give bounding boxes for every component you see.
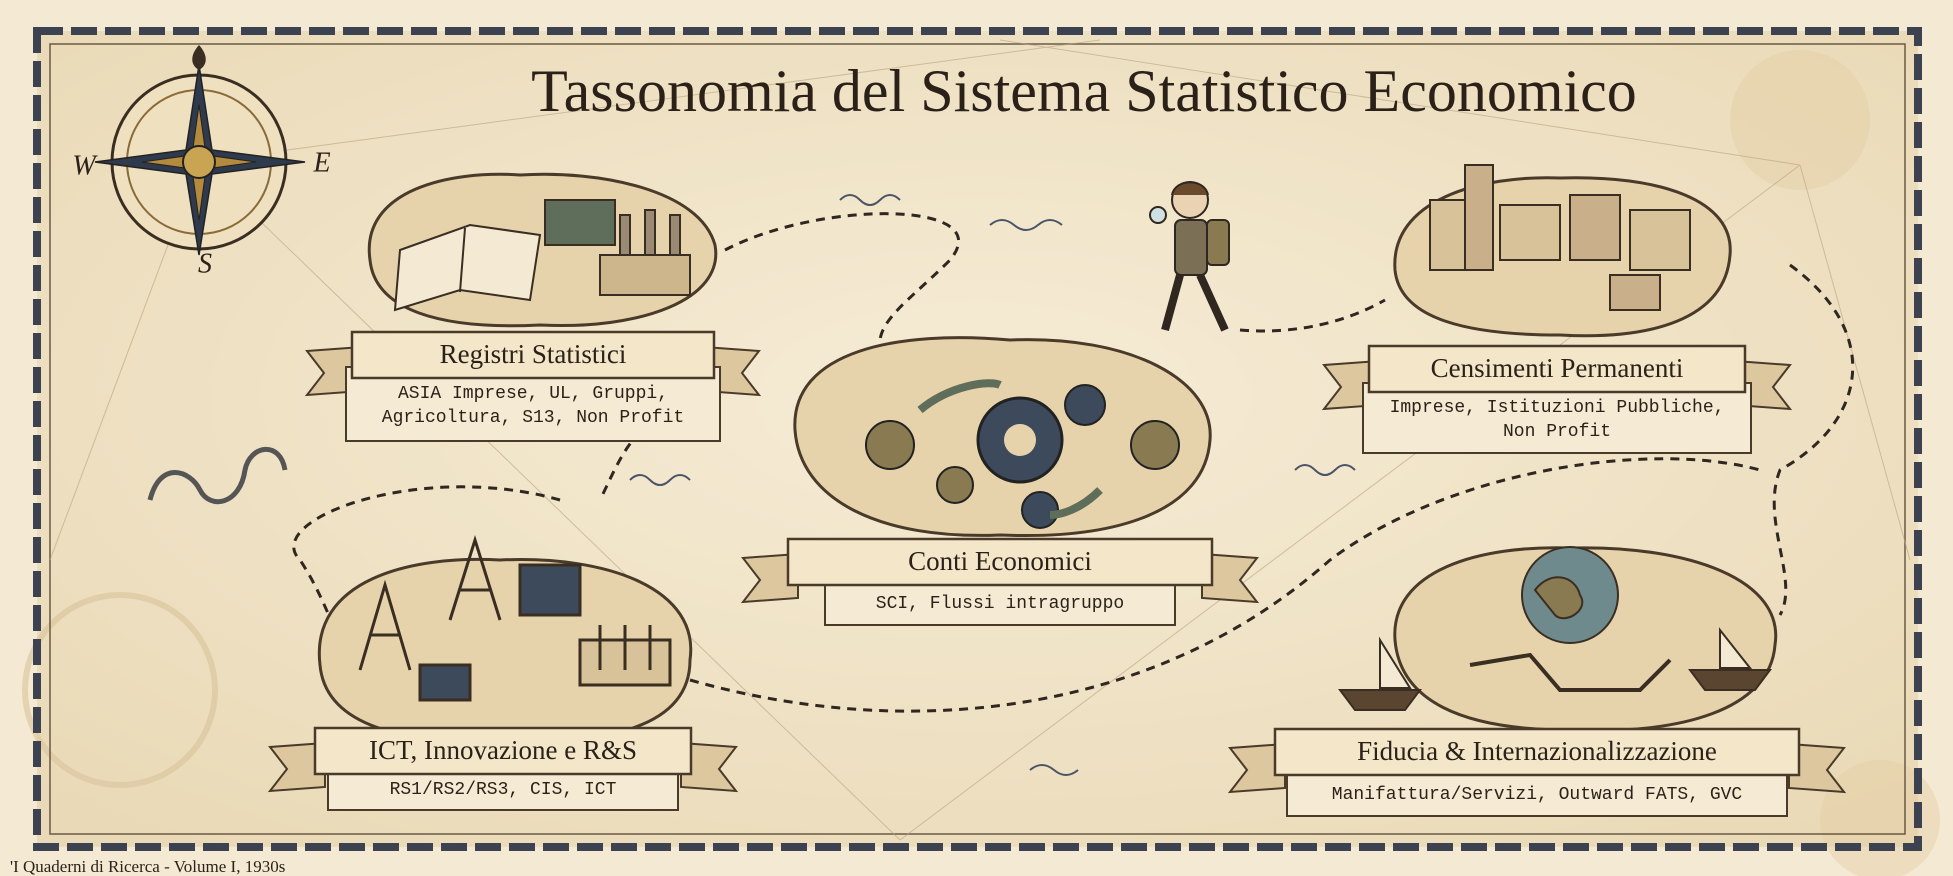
node-description: Non Profit <box>1503 422 1611 442</box>
stain <box>1730 50 1870 190</box>
title: Tassonomia del Sistema Statistico Econom… <box>531 58 1637 124</box>
node-label: Fiducia & Internazionalizzazione <box>1357 736 1717 766</box>
node-label: Conti Economici <box>908 546 1092 576</box>
node-description: Agricoltura, S13, Non Profit <box>382 408 684 428</box>
compass-west: W <box>72 150 98 181</box>
node-description: Manifattura/Servizi, Outward FATS, GVC <box>1332 785 1743 805</box>
node-label: Registri Statistici <box>440 339 627 369</box>
node-label: Censimenti Permanenti <box>1431 353 1684 383</box>
node-description: Imprese, Istituzioni Pubbliche, <box>1390 398 1725 418</box>
compass-east: E <box>312 147 330 178</box>
node-label: ICT, Innovazione e R&S <box>369 735 637 765</box>
map-infographic: W E S Tassonomia del Sistema Statistico … <box>0 0 1953 876</box>
node-description: ASIA Imprese, UL, Gruppi, <box>398 384 668 404</box>
node-description: SCI, Flussi intragruppo <box>876 594 1124 614</box>
footer: 'I Quaderni di Ricerca - Volume I, 1930s <box>10 857 285 876</box>
compass-south: S <box>198 248 212 279</box>
node-description-box <box>1363 383 1751 453</box>
node-description: RS1/RS2/RS3, CIS, ICT <box>390 780 617 800</box>
